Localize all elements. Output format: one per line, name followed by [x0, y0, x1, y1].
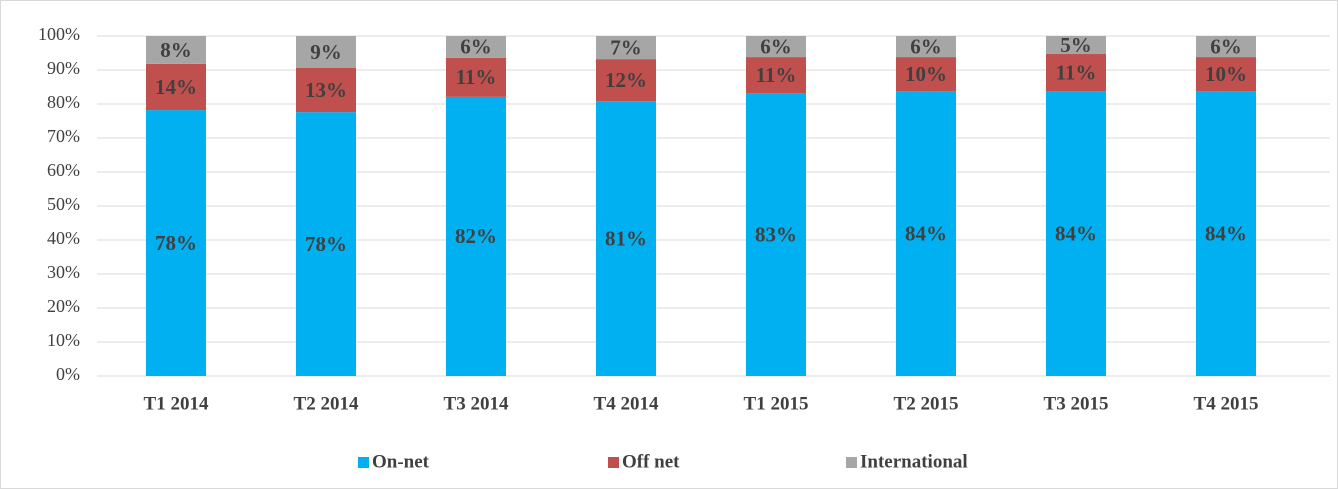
data-label: 6%: [460, 35, 492, 59]
data-label: 13%: [305, 78, 347, 102]
bar-segment: [1046, 36, 1106, 55]
data-label: 5%: [1060, 33, 1092, 57]
bar-segment: [746, 93, 806, 377]
data-label: 82%: [455, 224, 497, 248]
data-label: 6%: [910, 34, 942, 58]
y-tick-label: 50%: [47, 194, 80, 214]
data-label: 78%: [155, 231, 197, 255]
legend-swatch: [358, 457, 369, 468]
y-tick-label: 80%: [47, 92, 80, 112]
bar-segment: [296, 36, 356, 68]
data-label: 8%: [160, 38, 192, 62]
data-label: 7%: [610, 35, 642, 59]
data-label: 11%: [1056, 60, 1097, 84]
data-label: 12%: [605, 68, 647, 92]
bar-segment: [1046, 54, 1106, 92]
x-tick-label: T4 2014: [594, 393, 659, 414]
x-tick-label: T2 2015: [894, 393, 959, 414]
y-tick-label: 30%: [47, 262, 80, 282]
data-label: 6%: [760, 34, 792, 58]
data-label: 11%: [456, 65, 497, 89]
bar-segment: [146, 110, 206, 377]
data-label: 84%: [1205, 221, 1247, 245]
bar-segment: [896, 36, 956, 58]
legend-label: On-net: [372, 451, 430, 472]
legend-label: International: [860, 451, 968, 472]
x-tick-label: T2 2014: [294, 393, 359, 414]
data-label: 10%: [1205, 62, 1247, 86]
bar-segment: [896, 91, 956, 376]
bar-segment: [446, 36, 506, 58]
data-label: 10%: [905, 62, 947, 86]
y-tick-label: 60%: [47, 160, 80, 180]
x-tick-label: T3 2015: [1044, 393, 1109, 414]
bar-segment: [746, 57, 806, 94]
bar-segment: [296, 112, 356, 376]
legend-swatch: [608, 457, 619, 468]
data-label: 6%: [1210, 34, 1242, 58]
y-tick-label: 10%: [47, 330, 80, 350]
y-tick-label: 100%: [38, 24, 80, 44]
bar-segment: [146, 36, 206, 64]
y-tick-label: 0%: [56, 364, 80, 384]
x-tick-label: T3 2014: [444, 393, 509, 414]
y-tick-label: 40%: [47, 228, 80, 248]
bar-segment: [896, 57, 956, 92]
y-tick-label: 20%: [47, 296, 80, 316]
bar-segment: [446, 96, 506, 377]
data-label: 84%: [905, 221, 947, 245]
data-label: 9%: [310, 40, 342, 64]
bar-segment: [446, 57, 506, 97]
data-label: 11%: [756, 63, 797, 87]
x-tick-label: T1 2015: [744, 393, 809, 414]
bar-segment: [1196, 91, 1256, 376]
bar-segment: [296, 67, 356, 113]
data-label: 83%: [755, 222, 797, 246]
bar-segment: [1196, 36, 1256, 58]
bar-segment: [1196, 57, 1256, 92]
x-tick-label: T1 2014: [144, 393, 209, 414]
data-label: 81%: [605, 226, 647, 250]
x-tick-label: T4 2015: [1194, 393, 1259, 414]
legend-label: Off net: [622, 451, 680, 472]
bar-segment: [596, 101, 656, 376]
bar-segment: [596, 36, 656, 60]
bar-segment: [1046, 91, 1106, 376]
bar-segment: [146, 63, 206, 111]
y-tick-label: 70%: [47, 126, 80, 146]
data-label: 84%: [1055, 221, 1097, 245]
legend-swatch: [846, 457, 857, 468]
data-label: 78%: [305, 232, 347, 256]
data-label: 14%: [155, 75, 197, 99]
bar-segment: [596, 59, 656, 102]
y-tick-label: 90%: [47, 58, 80, 78]
bar-segment: [746, 36, 806, 58]
